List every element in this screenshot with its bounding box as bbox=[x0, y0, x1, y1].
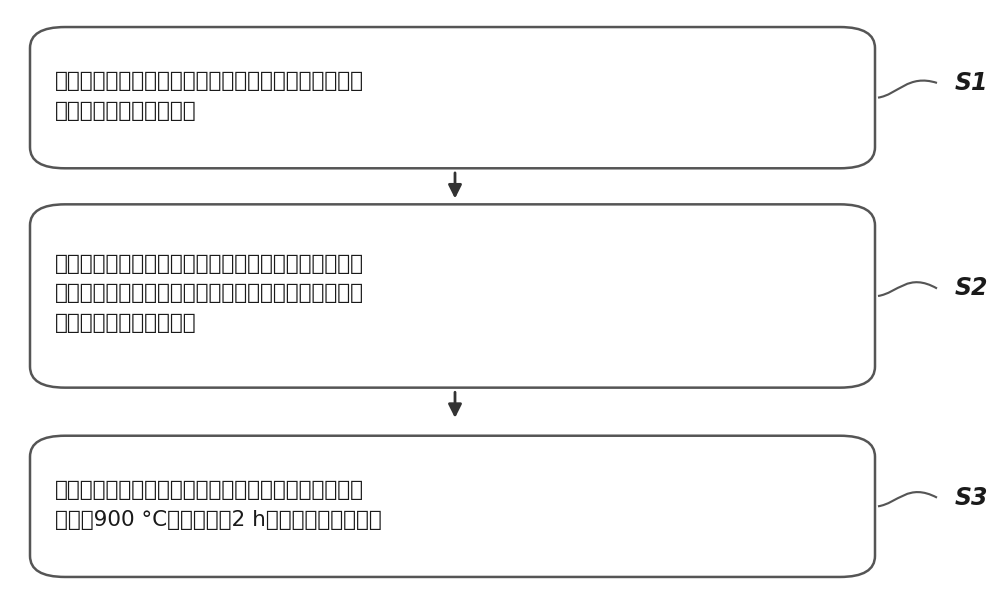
Text: S2: S2 bbox=[955, 276, 988, 300]
Text: 放置所述团状材料至烘箱中以预设温度烘干，然后取出
团状材料继续揉捏排气并且将揉捏排气过的团状材料进
行切割，得到碳基前驱体: 放置所述团状材料至烘箱中以预设温度烘干，然后取出 团状材料继续揉捏排气并且将揉捏… bbox=[55, 254, 364, 333]
Text: S3: S3 bbox=[955, 486, 988, 510]
FancyBboxPatch shape bbox=[30, 436, 875, 577]
FancyBboxPatch shape bbox=[30, 27, 875, 168]
Text: S1: S1 bbox=[955, 71, 988, 95]
Text: 放置所述碳基前驱体至真空管式炉中，以预设升温速率
加热至900 °C，然后保温2 h，得到碳基吸附电极: 放置所述碳基前驱体至真空管式炉中，以预设升温速率 加热至900 °C，然后保温2… bbox=[55, 480, 382, 529]
FancyBboxPatch shape bbox=[30, 204, 875, 388]
Text: 取废弃生物质粉末并且加入造孔剂和水进行均匀混合，
然后揉捏至形成团状材料: 取废弃生物质粉末并且加入造孔剂和水进行均匀混合， 然后揉捏至形成团状材料 bbox=[55, 72, 364, 121]
